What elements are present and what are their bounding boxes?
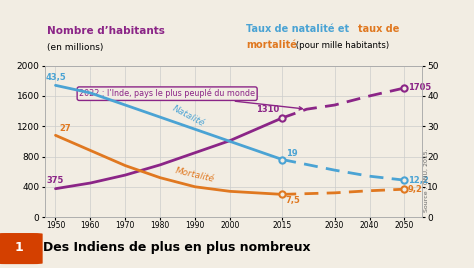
Text: Source : ONU, 2015.: Source : ONU, 2015. (424, 148, 429, 212)
Text: 12,2: 12,2 (408, 176, 429, 185)
Text: (pour mille habitants): (pour mille habitants) (293, 41, 389, 50)
Text: 1: 1 (15, 241, 24, 254)
Text: 1310: 1310 (255, 105, 279, 114)
Text: 1705: 1705 (408, 84, 431, 92)
Text: Natalité: Natalité (171, 104, 206, 128)
Text: 375: 375 (47, 176, 64, 185)
Text: Nombre d’habitants: Nombre d’habitants (47, 26, 165, 36)
Text: 19: 19 (286, 149, 297, 158)
Text: Taux de natalité et: Taux de natalité et (246, 24, 353, 34)
Text: Mortalité: Mortalité (174, 166, 216, 184)
Text: mortalité: mortalité (246, 40, 297, 50)
FancyBboxPatch shape (0, 233, 43, 264)
Text: taux de: taux de (358, 24, 399, 34)
Text: 2022 : l’Inde, pays le plus peuplé du monde: 2022 : l’Inde, pays le plus peuplé du mo… (79, 89, 302, 110)
Text: 27: 27 (59, 124, 71, 133)
Text: 7,5: 7,5 (286, 196, 301, 206)
Text: 9,2: 9,2 (408, 185, 423, 194)
Text: 43,5: 43,5 (45, 73, 66, 82)
Text: Des Indiens de plus en plus nombreux: Des Indiens de plus en plus nombreux (43, 241, 310, 254)
Text: (en millions): (en millions) (47, 43, 104, 52)
